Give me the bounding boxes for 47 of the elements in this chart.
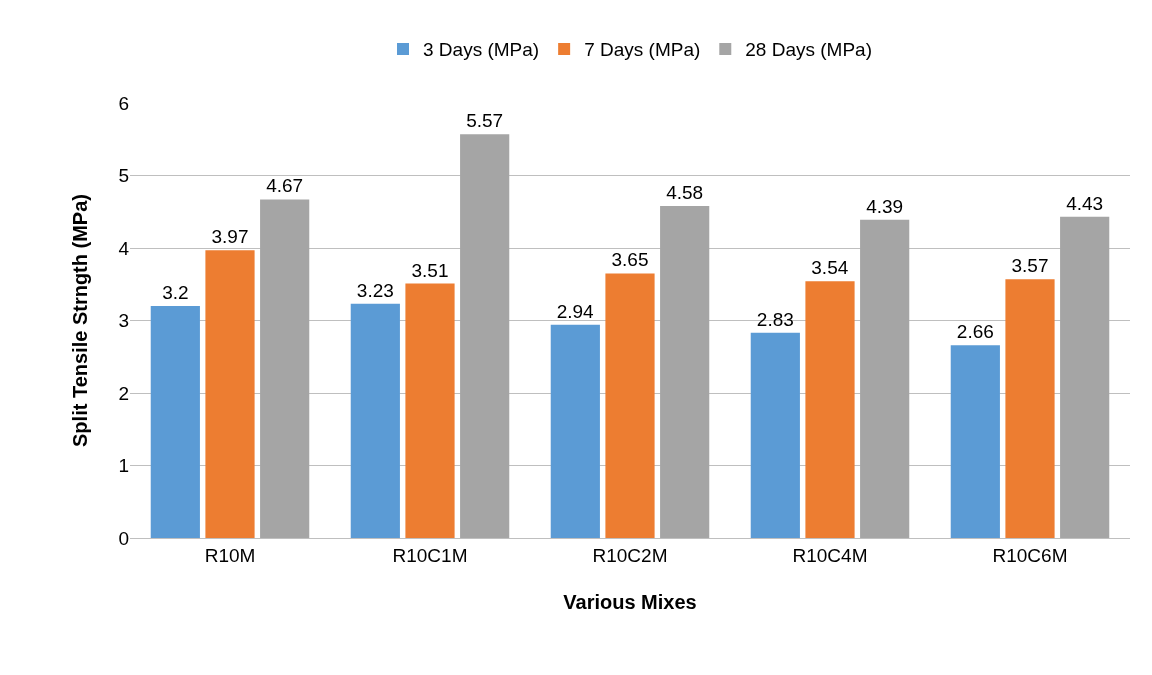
bar	[750, 332, 800, 538]
y-tick-label: 0	[118, 527, 129, 549]
x-tick-label: R10C4M	[792, 544, 868, 566]
data-label: 2.83	[756, 308, 794, 330]
bar	[405, 283, 455, 538]
y-tick-label: 1	[118, 455, 129, 477]
data-label: 4.43	[1066, 192, 1104, 214]
data-label: 3.97	[211, 226, 249, 248]
x-tick-label: R10C1M	[392, 544, 468, 566]
data-label: 2.94	[556, 300, 595, 322]
bar	[860, 219, 910, 538]
y-axis-title: Split Tensile Strngth (MPa)	[68, 194, 91, 447]
data-label: 3.57	[1011, 255, 1049, 277]
data-label: 3.65	[611, 249, 649, 271]
x-tick-label: R10C2M	[592, 544, 668, 566]
bar	[150, 306, 200, 538]
data-label: 3.51	[411, 259, 449, 281]
y-tick-label: 5	[118, 165, 129, 187]
y-tick-label: 4	[118, 237, 130, 259]
x-axis-title: Various Mixes	[563, 591, 697, 614]
bar	[260, 199, 310, 538]
y-tick-label: 3	[118, 310, 129, 332]
legend-label: 28 Days (MPa)	[745, 39, 872, 61]
bar	[660, 205, 710, 538]
bar	[550, 324, 600, 538]
y-tick-label: 2	[118, 382, 129, 404]
legend-label: 3 Days (MPa)	[423, 39, 540, 61]
legend-label: 7 Days (MPa)	[584, 39, 701, 61]
data-label: 4.39	[866, 195, 904, 217]
data-label: 3.23	[356, 279, 394, 301]
bar	[1060, 216, 1110, 538]
data-label: 5.57	[466, 110, 504, 132]
bar	[805, 281, 855, 538]
data-label: 2.66	[956, 321, 994, 343]
x-tick-label: R10M	[204, 544, 256, 566]
data-label: 4.67	[266, 175, 304, 197]
bar	[350, 303, 400, 538]
y-tick-label: 6	[118, 92, 129, 114]
bar	[460, 134, 510, 538]
bar	[605, 273, 655, 538]
bar	[205, 250, 255, 538]
data-label: 3.2	[162, 282, 189, 303]
data-label: 4.58	[666, 181, 704, 203]
data-label: 3.54	[811, 257, 849, 279]
x-tick-label: R10C6M	[992, 544, 1068, 566]
bar	[1005, 279, 1055, 538]
bar	[950, 345, 1000, 538]
